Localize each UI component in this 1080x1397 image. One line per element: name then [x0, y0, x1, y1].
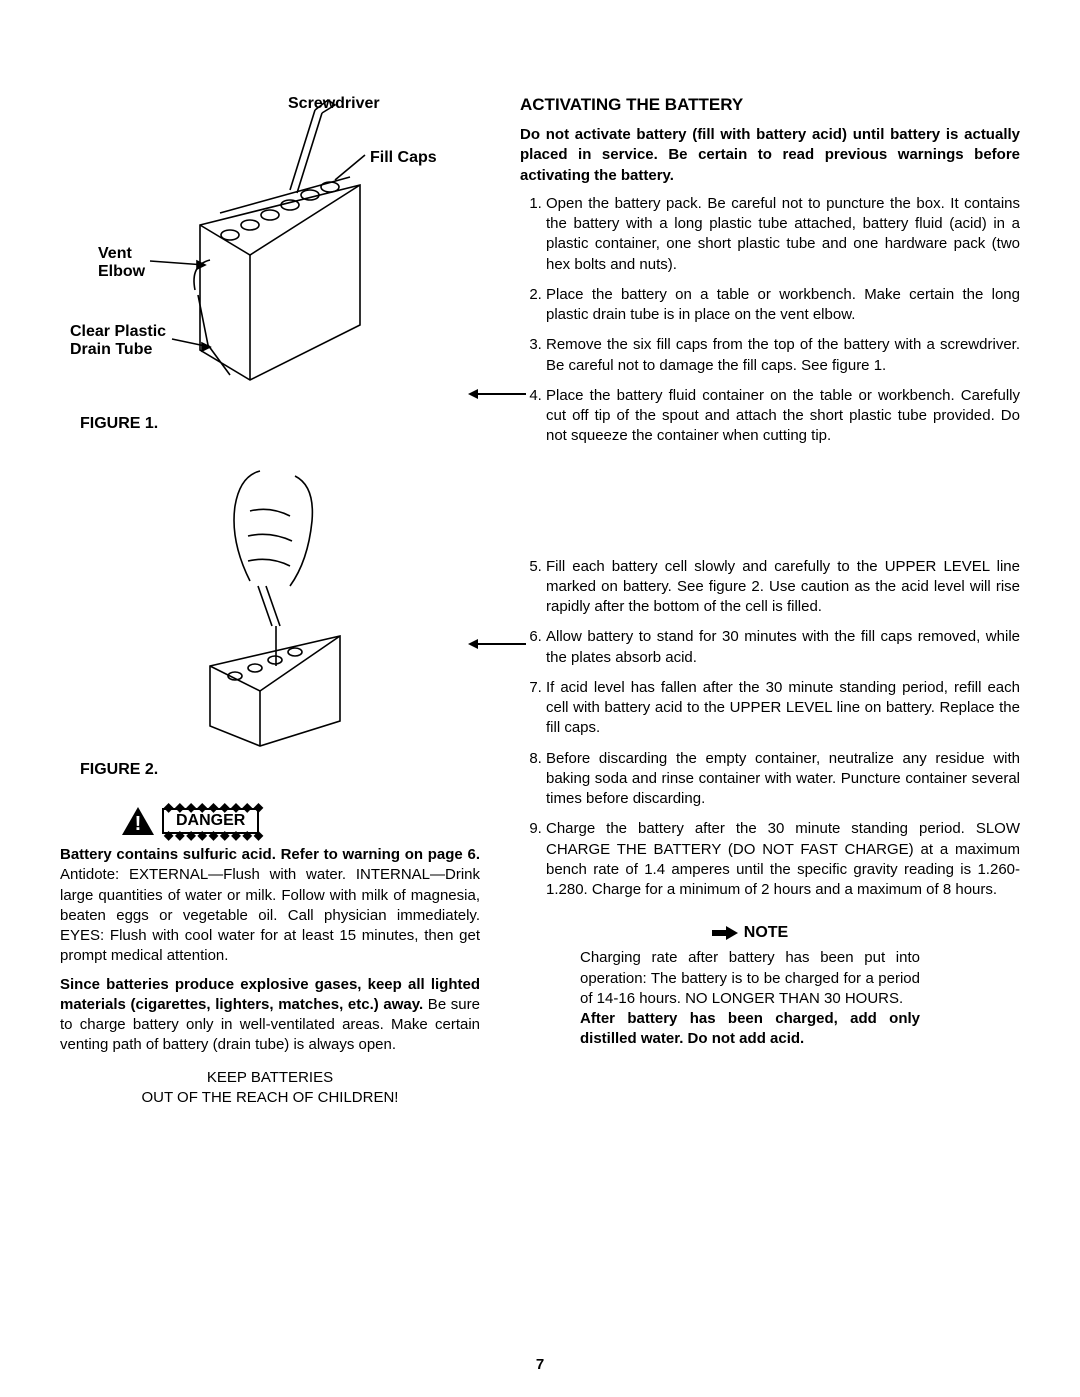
note-label: NOTE	[744, 924, 788, 942]
label-screwdriver: Screwdriver	[288, 95, 380, 113]
note-body: Charging rate after battery has been put…	[580, 948, 920, 1009]
section-title: ACTIVATING THE BATTERY	[520, 95, 1020, 115]
page-number: 7	[536, 1356, 544, 1373]
arrow-ref-figure2	[476, 643, 526, 645]
two-column-layout: Screwdriver Fill Caps Vent Elbow Clear P…	[60, 95, 1020, 1357]
figure-1-caption: FIGURE 1.	[80, 415, 480, 433]
danger-para-1-bold: Battery contains sulfuric acid. Refer to…	[60, 846, 480, 863]
arrow-ref-figure1	[476, 393, 526, 395]
step-7: If acid level has fallen after the 30 mi…	[546, 678, 1020, 739]
page: Screwdriver Fill Caps Vent Elbow Clear P…	[0, 0, 1080, 1397]
figure-1-block: Screwdriver Fill Caps Vent Elbow Clear P…	[60, 95, 480, 405]
step-6: Allow battery to stand for 30 minutes wi…	[546, 627, 1020, 668]
note-body-bold: After battery has been charged, add only…	[580, 1009, 920, 1050]
step-1: Open the battery pack. Be careful not to…	[546, 194, 1020, 275]
figure-2-block	[60, 451, 480, 751]
left-column: Screwdriver Fill Caps Vent Elbow Clear P…	[60, 95, 480, 1357]
label-fill-caps: Fill Caps	[370, 149, 437, 167]
label-drain-2: Drain Tube	[70, 341, 152, 359]
note-arrow-icon	[712, 926, 738, 940]
note-block: NOTE Charging rate after battery has bee…	[580, 924, 920, 1049]
svg-text:!: !	[135, 813, 142, 835]
step-8: Before discarding the empty container, n…	[546, 749, 1020, 810]
danger-para-2-bold: Since batteries produce explosive gases,…	[60, 976, 480, 1013]
label-vent-2: Elbow	[98, 263, 145, 281]
danger-label: DANGER	[176, 812, 245, 829]
keep-batteries-line1: KEEP BATTERIES	[60, 1068, 480, 1088]
danger-para-1: Battery contains sulfuric acid. Refer to…	[60, 845, 480, 967]
right-column: ACTIVATING THE BATTERY Do not activate b…	[520, 95, 1020, 1357]
figure-2-illustration	[140, 451, 400, 751]
intro-paragraph: Do not activate battery (fill with batte…	[520, 125, 1020, 186]
keep-batteries-line2: OUT OF THE REACH OF CHILDREN!	[60, 1088, 480, 1108]
danger-para-1-rest: Antidote: EXTERNAL—Flush with water. INT…	[60, 866, 480, 964]
warning-triangle-icon: !	[120, 805, 156, 837]
danger-header: ! ◆◆◆◆◆◆◆◆◆ DANGER ◆◆◆◆◆◆◆◆◆	[120, 805, 480, 837]
step-5: Fill each battery cell slowly and carefu…	[546, 557, 1020, 618]
label-drain-1: Clear Plastic	[70, 323, 166, 341]
note-header: NOTE	[580, 924, 920, 942]
danger-para-2: Since batteries produce explosive gases,…	[60, 975, 480, 1056]
step-9: Charge the battery after the 30 minute s…	[546, 819, 1020, 900]
step-2: Place the battery on a table or workbenc…	[546, 285, 1020, 326]
step-3: Remove the six fill caps from the top of…	[546, 335, 1020, 376]
figure-2-caption: FIGURE 2.	[80, 761, 480, 779]
danger-label-box: ◆◆◆◆◆◆◆◆◆ DANGER ◆◆◆◆◆◆◆◆◆	[162, 808, 259, 834]
label-vent-1: Vent	[98, 245, 132, 263]
steps-list: Open the battery pack. Be careful not to…	[520, 194, 1020, 911]
step-4: Place the battery fluid container on the…	[546, 386, 1020, 447]
